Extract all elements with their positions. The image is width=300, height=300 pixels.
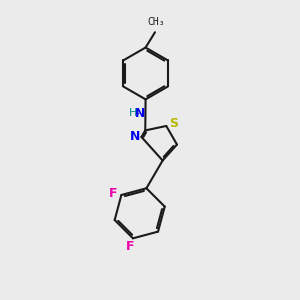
- Text: H: H: [129, 107, 137, 118]
- Text: S: S: [169, 117, 178, 130]
- Text: –: –: [134, 108, 139, 118]
- Text: CH₃: CH₃: [147, 17, 165, 27]
- Text: N: N: [130, 130, 140, 142]
- Text: N: N: [135, 107, 145, 120]
- Text: F: F: [109, 187, 117, 200]
- Text: F: F: [126, 240, 134, 253]
